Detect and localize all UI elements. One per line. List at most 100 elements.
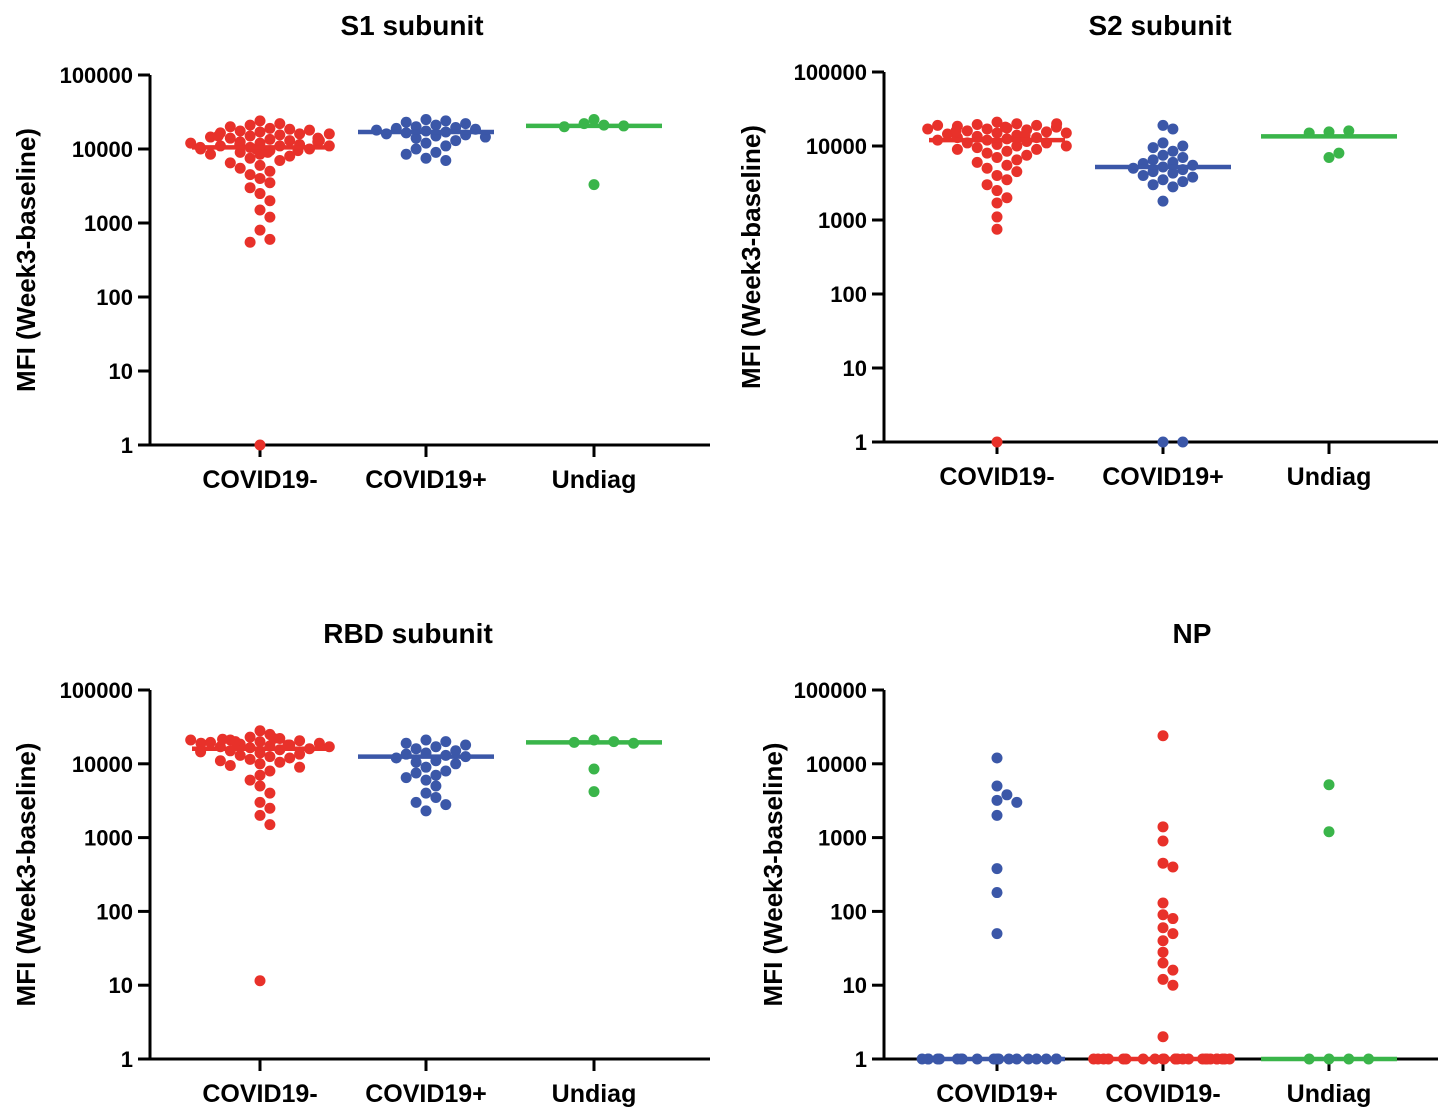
y-tick-label: 10 [109, 359, 133, 384]
data-point [1041, 126, 1052, 137]
data-point [992, 928, 1003, 939]
data-point [235, 126, 246, 137]
y-tick-label: 100000 [60, 63, 133, 88]
x-tick-label: COVID19- [1105, 1080, 1220, 1108]
data-point [255, 204, 266, 215]
data-point [1031, 144, 1042, 155]
data-point [274, 118, 285, 129]
data-point [589, 114, 600, 125]
data-point [972, 142, 983, 153]
y-tick-label: 1 [121, 1047, 133, 1072]
data-point [1158, 196, 1169, 207]
data-point [1324, 779, 1335, 790]
data-point [992, 752, 1003, 763]
data-point [589, 764, 600, 775]
data-point [255, 975, 266, 986]
data-point [264, 123, 275, 134]
series-COVID19- [1088, 730, 1235, 1064]
data-point [430, 120, 441, 131]
y-tick-label: 1 [121, 433, 133, 458]
data-point [992, 863, 1003, 874]
data-point [1061, 127, 1072, 138]
y-tick-label: 1000 [818, 208, 867, 233]
data-point [264, 134, 275, 145]
data-point [401, 149, 412, 160]
data-point [1011, 118, 1022, 129]
data-point [1333, 148, 1344, 159]
data-point [951, 125, 962, 136]
data-point [440, 155, 451, 166]
y-axis-label: MFI (Week3-baseline) [736, 125, 766, 389]
data-point [932, 120, 943, 131]
data-point [264, 195, 275, 206]
y-tick-label: 10000 [806, 134, 867, 159]
data-point [440, 140, 451, 151]
data-point [992, 887, 1003, 898]
data-point [1167, 861, 1178, 872]
data-point [1167, 168, 1178, 179]
x-tick-label: Undiag [1287, 463, 1372, 491]
series-COVID19- [185, 725, 335, 986]
data-point [421, 735, 432, 746]
data-point [421, 138, 432, 149]
data-point [1051, 118, 1062, 129]
y-tick-label: 100 [830, 282, 867, 307]
data-point [274, 129, 285, 140]
series-Undiag [526, 114, 662, 190]
data-point [294, 735, 305, 746]
y-tick-label: 10000 [806, 752, 867, 777]
x-tick-label: Undiag [1287, 1080, 1372, 1108]
y-tick-label: 100 [96, 899, 133, 924]
series-COVID19+ [1095, 120, 1231, 448]
data-point [972, 157, 983, 168]
data-point [274, 757, 285, 768]
data-point [992, 152, 1003, 163]
data-point [304, 125, 315, 136]
data-point [284, 124, 295, 135]
chart-panel-2: S2 subunit MFI (Week3-baseline) 1 10 100 1000… [736, 10, 1438, 491]
data-point [1158, 437, 1169, 448]
data-point [245, 775, 256, 786]
chart-title: S1 subunit [340, 10, 483, 41]
data-point [1001, 192, 1012, 203]
data-point [1158, 957, 1169, 968]
chart-panel-3: RBD subunitMFI (Week3-baseline)110100100… [11, 618, 710, 1108]
data-point [1177, 152, 1188, 163]
y-axis-label: MFI (Week3-baseline) [11, 743, 41, 1007]
data-point [401, 117, 412, 128]
data-point [922, 123, 933, 134]
data-point [264, 166, 275, 177]
data-point [255, 781, 266, 792]
data-point [992, 781, 1003, 792]
data-point [1001, 174, 1012, 185]
data-point [430, 147, 441, 158]
data-point [1158, 1031, 1169, 1042]
data-point [1177, 176, 1188, 187]
y-tick-label: 1 [855, 430, 867, 455]
data-point [225, 133, 236, 144]
data-point [992, 211, 1003, 222]
data-point [245, 182, 256, 193]
y-tick-label: 100 [830, 899, 867, 924]
data-point [235, 163, 246, 174]
y-axis-label: MFI (Week3-baseline) [758, 743, 788, 1007]
data-point [430, 741, 441, 752]
data-point [1158, 174, 1169, 185]
data-point [1158, 150, 1169, 161]
data-point [421, 805, 432, 816]
y-tick-label: 1000 [84, 826, 133, 851]
data-point [230, 736, 241, 747]
data-point [284, 752, 295, 763]
data-point [430, 792, 441, 803]
data-point [992, 810, 1003, 821]
data-point [1001, 789, 1012, 800]
data-point [1167, 913, 1178, 924]
data-point [213, 130, 224, 141]
data-point [1158, 835, 1169, 846]
data-point [430, 781, 441, 792]
series-Undiag [526, 735, 662, 798]
data-point [264, 177, 275, 188]
y-tick-label: 10 [843, 973, 867, 998]
data-point [1167, 123, 1178, 134]
x-tick-label: COVID19+ [365, 466, 487, 494]
